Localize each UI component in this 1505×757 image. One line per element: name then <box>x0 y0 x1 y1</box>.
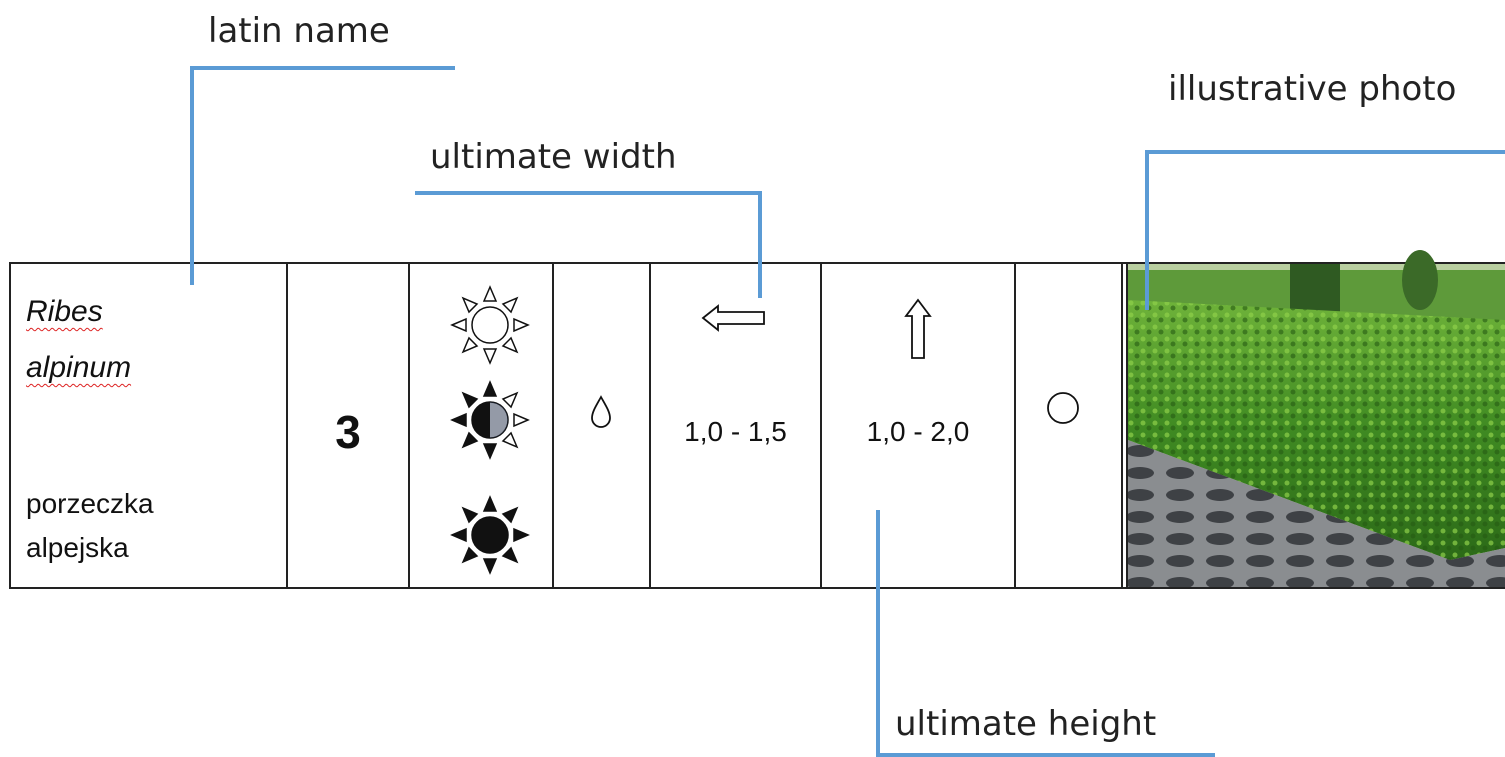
annotation: latin name <box>208 11 390 51</box>
sun-half-icon <box>450 380 530 460</box>
ultimate-height: 1,0 - 2,0 <box>866 416 970 447</box>
sun-shade-icon <box>451 496 529 574</box>
latin-name: Ribes alpinum <box>26 295 132 384</box>
common-name: porzeczka alpejska <box>26 488 154 563</box>
annotation: ultimate width <box>430 137 677 177</box>
illustrative-photo <box>1128 250 1505 587</box>
annotation: ultimate height <box>895 704 1157 744</box>
width-arrow-icon <box>701 304 765 332</box>
circle-icon <box>1047 392 1079 424</box>
height-arrow-icon <box>904 298 932 359</box>
water-drop-icon <box>591 395 611 428</box>
ultimate-width: 1,0 - 1,5 <box>684 416 787 447</box>
callout-lines <box>190 66 1505 757</box>
sun-full-icon <box>451 286 529 364</box>
table-row <box>9 262 1505 589</box>
annotation: illustrative photo <box>1168 69 1457 109</box>
hardiness-zone: 3 <box>335 406 361 458</box>
